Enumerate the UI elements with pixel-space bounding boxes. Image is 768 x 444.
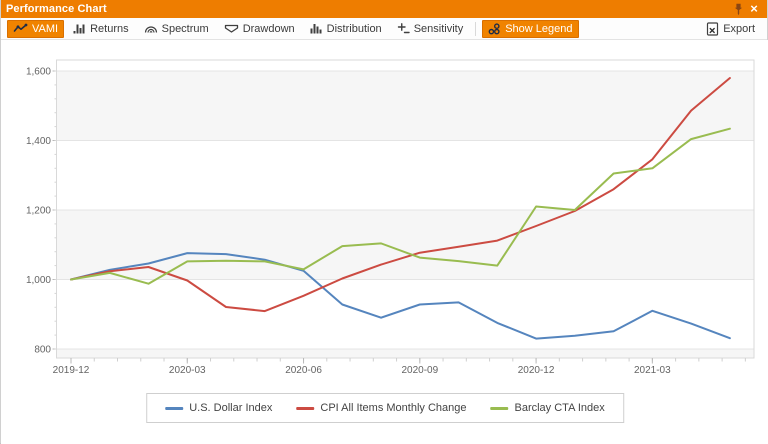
tab-distribution-label: Distribution <box>326 22 382 35</box>
legend-swatch <box>490 406 509 410</box>
tab-vami[interactable]: VAMI <box>7 19 65 38</box>
export-button-label: Export <box>723 22 755 35</box>
legend-label: CPI All Items Monthly Change <box>320 402 467 414</box>
tab-returns-label: Returns <box>90 22 129 35</box>
series-line-cpi-all-items-monthly-change <box>70 77 731 313</box>
chart-legend: U.S. Dollar Index CPI All Items Monthly C… <box>146 393 624 423</box>
close-icon[interactable]: × <box>750 1 758 16</box>
toolbar-separator <box>475 21 477 36</box>
export-button[interactable]: Export <box>700 20 761 38</box>
legend-swatch <box>296 406 315 410</box>
banner-icon <box>224 24 238 33</box>
x-tick-label: 2020-09 <box>401 365 438 376</box>
histogram-icon <box>310 24 322 34</box>
tab-drawdown-label: Drawdown <box>242 22 295 35</box>
pin-icon-glyph <box>734 3 742 15</box>
tab-vami-label: VAMI <box>32 22 59 35</box>
legend-item: CPI All Items Monthly Change <box>296 402 467 414</box>
tab-distribution[interactable]: Distribution <box>304 20 388 38</box>
legend-swatch <box>165 406 184 410</box>
legend-label: Barclay CTA Index <box>514 402 605 414</box>
y-tick-label: 800 <box>34 345 51 356</box>
x-tick-label: 2021-03 <box>634 365 671 376</box>
plot-band <box>56 71 754 141</box>
legend-label: U.S. Dollar Index <box>189 402 273 414</box>
plot-band <box>56 349 754 358</box>
tab-sensitivity-label: Sensitivity <box>413 22 464 35</box>
tab-sensitivity[interactable]: Sensitivity <box>391 20 470 38</box>
y-tick-label: 1,400 <box>26 136 51 147</box>
y-tick-label: 1,200 <box>26 206 51 217</box>
legend-item: Barclay CTA Index <box>490 402 605 414</box>
plot-border <box>56 59 755 359</box>
title-bar: Performance Chart × <box>1 0 767 18</box>
tab-drawdown[interactable]: Drawdown <box>218 20 301 38</box>
legend-item: U.S. Dollar Index <box>165 402 272 414</box>
toggle-show-legend[interactable]: Show Legend <box>482 19 579 38</box>
x-tick-label: 2020-03 <box>169 365 206 376</box>
line-chart-icon <box>13 23 28 32</box>
tab-spectrum-label: Spectrum <box>161 22 209 35</box>
series-line-u-s-dollar-index <box>70 252 731 340</box>
bubbles-icon <box>488 22 500 34</box>
toolbar: VAMI Returns Spectrum Drawdown <box>1 18 767 40</box>
y-tick-label: 1,600 <box>26 67 51 78</box>
toggle-show-legend-label: Show Legend <box>505 22 573 35</box>
plus-minus-icon <box>397 23 410 34</box>
chart-region: 1,600 1,400 1,200 1,000 800 2019-12 2020-03 202… <box>1 40 768 444</box>
x-tick-label: 2020-06 <box>285 365 322 376</box>
tab-returns[interactable]: Returns <box>67 20 135 38</box>
x-tick-label: 2019-12 <box>53 365 90 376</box>
window-title: Performance Chart <box>6 3 107 15</box>
y-tick-label: 1,000 <box>26 275 51 286</box>
spectrum-arcs-icon <box>144 26 157 33</box>
bar-chart-icon <box>73 24 85 34</box>
x-tick-label: 2020-12 <box>518 365 555 376</box>
export-excel-icon <box>707 21 719 36</box>
plot-band <box>56 210 754 280</box>
tab-spectrum[interactable]: Spectrum <box>138 20 215 38</box>
pin-icon[interactable] <box>730 1 746 17</box>
series-line-barclay-cta-index <box>70 127 731 285</box>
